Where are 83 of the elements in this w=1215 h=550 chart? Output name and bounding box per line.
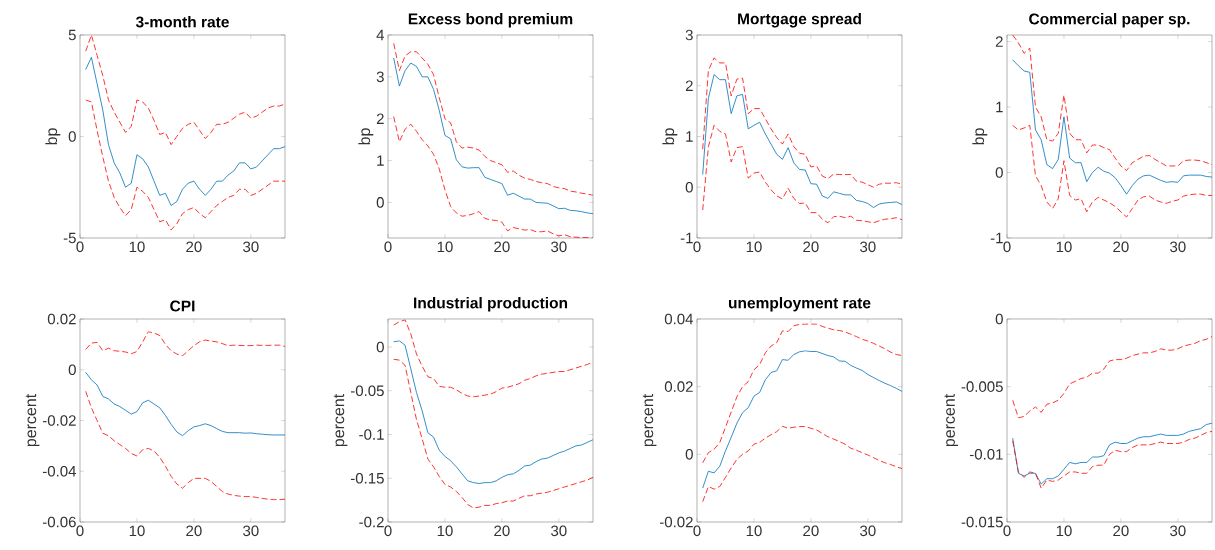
y-tick-label: 0 <box>995 167 1003 178</box>
x-tick-label: 20 <box>1113 241 1129 253</box>
y-tick-label: 2 <box>685 80 693 91</box>
x-tick-label: 0 <box>76 241 84 253</box>
y-tick-label: 0.02 <box>47 313 76 325</box>
y-tick-label: -0.06 <box>42 516 76 528</box>
y-tick-label: 0 <box>685 181 693 193</box>
x-tick-label: 30 <box>1170 525 1186 537</box>
y-tick-label: 0 <box>68 131 76 142</box>
chart-title: Commercial paper sp. <box>1029 13 1190 28</box>
x-tick-label: 10 <box>1056 525 1072 537</box>
x-tick-label: 10 <box>746 241 762 253</box>
chart-title: Excess bond premium <box>408 13 573 28</box>
y-tick-label: -1 <box>990 232 1003 244</box>
y-tick-label: 4 <box>376 29 385 41</box>
x-tick-label: 10 <box>1056 241 1072 253</box>
chart-title: CPI <box>170 300 195 312</box>
x-tick-label: 0 <box>1003 525 1011 537</box>
line-series <box>702 74 903 208</box>
y-tick-label: 0 <box>376 197 384 208</box>
y-axis-title: bp <box>45 128 61 145</box>
x-tick-label: 30 <box>860 241 876 253</box>
y-tick-label: -0.01 <box>969 449 1003 460</box>
y-tick-label: -0.02 <box>42 415 76 426</box>
y-axis-title: bp <box>358 128 374 145</box>
line-series <box>393 42 594 196</box>
x-tick-label: 0 <box>76 525 84 537</box>
y-tick-label: 5 <box>68 29 76 41</box>
y-tick-label: 3 <box>685 29 693 41</box>
y-tick-label: -0.1 <box>359 429 384 440</box>
y-axis-title: bp <box>972 128 988 145</box>
y-axis-title: bp <box>662 128 678 145</box>
x-tick-label: 10 <box>746 525 762 537</box>
y-tick-label: 0 <box>376 341 384 353</box>
x-tick-label: 20 <box>803 525 819 537</box>
y-tick-label: -0.02 <box>659 516 693 528</box>
x-tick-label: 30 <box>243 525 259 537</box>
y-tick-label: -0.015 <box>961 516 1003 528</box>
x-tick-label: 10 <box>129 525 145 537</box>
line-series <box>702 124 903 224</box>
x-tick-label: 10 <box>437 525 453 537</box>
x-tick-label: 30 <box>1170 241 1186 253</box>
chart-title: unemployment rate <box>728 297 871 312</box>
y-tick-label: -1 <box>680 232 693 244</box>
y-axis-title: percent <box>642 393 657 447</box>
x-tick-label: 20 <box>1113 525 1129 537</box>
x-tick-label: 0 <box>1003 241 1011 253</box>
y-tick-label: -5 <box>63 232 76 244</box>
y-tick-label: -0.05 <box>350 385 384 397</box>
x-tick-label: 30 <box>860 525 876 537</box>
y-tick-label: 0 <box>68 364 76 376</box>
chart-title: Mortgage spread <box>738 12 861 28</box>
y-tick-label: 0 <box>685 449 693 460</box>
x-tick-label: 10 <box>129 241 145 253</box>
x-tick-label: 20 <box>494 525 510 537</box>
y-axis-title: percent <box>944 393 959 447</box>
x-tick-label: 20 <box>494 241 510 253</box>
y-tick-label: 1 <box>377 155 384 166</box>
y-tick-label: 2 <box>376 113 384 124</box>
x-tick-label: 20 <box>186 241 202 253</box>
x-tick-label: 30 <box>243 241 259 253</box>
y-tick-label: -0.2 <box>359 516 384 528</box>
line-series <box>393 57 594 215</box>
y-axis-title: percent <box>25 393 40 447</box>
x-tick-label: 20 <box>186 525 202 537</box>
y-tick-label: -0.005 <box>961 381 1003 392</box>
x-tick-label: 20 <box>803 241 819 253</box>
y-tick-label: 2 <box>995 36 1003 47</box>
x-tick-label: 10 <box>437 241 453 253</box>
chart-title: Industrial production <box>414 297 568 312</box>
y-tick-label: -0.15 <box>350 472 384 484</box>
y-tick-label: 1 <box>686 131 693 142</box>
y-tick-label: 0.04 <box>664 313 694 325</box>
y-tick-label: 0 <box>995 313 1003 325</box>
chart-title: 3-month rate <box>135 16 229 28</box>
y-tick-label: 3 <box>376 71 384 83</box>
x-tick-label: 30 <box>551 525 567 537</box>
line-series <box>393 340 594 484</box>
y-tick-label: 1 <box>996 101 1003 113</box>
y-axis-title: percent <box>333 393 348 447</box>
x-tick-label: 30 <box>551 241 567 253</box>
y-tick-label: 0.02 <box>664 381 693 392</box>
y-tick-label: -0.04 <box>42 465 77 477</box>
